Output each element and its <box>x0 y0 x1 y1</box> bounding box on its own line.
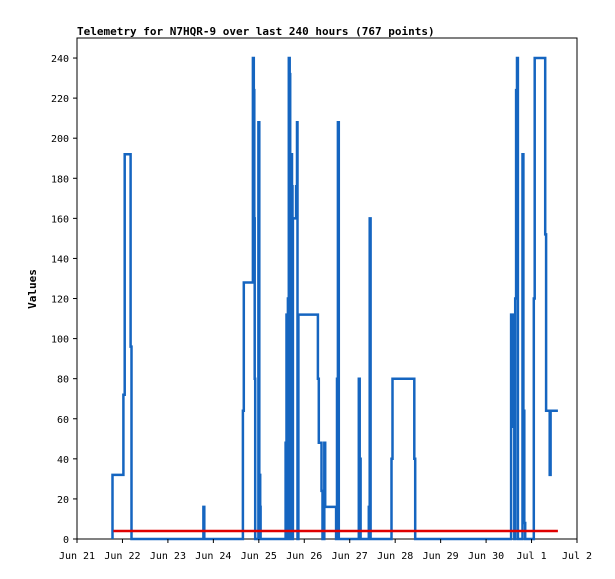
y-tick-label: 120 <box>51 295 69 306</box>
x-tick-label: Jun 26 <box>286 551 322 562</box>
x-tick-label: Jun 28 <box>377 551 413 562</box>
y-tick-label: 140 <box>51 254 69 265</box>
series-line-1 <box>111 56 558 541</box>
series-layer <box>111 56 558 541</box>
x-tick-label: Jun 24 <box>195 551 231 562</box>
x-tick-label: Jul 1 <box>516 551 546 562</box>
x-tick-label: Jul 2 <box>562 551 592 562</box>
x-tick-label: Jun 29 <box>423 551 459 562</box>
x-tick-label: Jun 27 <box>332 551 368 562</box>
x-tick-label: Jun 21 <box>59 551 95 562</box>
x-tick-label: Jun 23 <box>150 551 186 562</box>
y-tick-label: 100 <box>51 335 69 346</box>
y-tick-label: 0 <box>63 535 69 546</box>
y-axis-title: Values <box>26 269 39 309</box>
y-tick-label: 80 <box>57 375 69 386</box>
y-tick-label: 20 <box>57 495 69 506</box>
x-tick-label: Jun 22 <box>104 551 140 562</box>
plot-border <box>76 37 578 540</box>
x-axis: Jun 21 Jun 22 Jun 23 Jun 24 Jun 25 Jun 26 Jun … <box>59 539 592 562</box>
y-tick-label: 200 <box>51 134 69 145</box>
y-tick-label: 40 <box>57 455 69 466</box>
y-tick-label: 60 <box>57 415 69 426</box>
y-tick-label: 160 <box>51 214 69 225</box>
y-tick-label: 240 <box>51 54 69 65</box>
x-tick-label: Jun 25 <box>241 551 277 562</box>
y-axis: 0 20 40 60 80 100 120 140 160 180 200 220 240 <box>51 54 77 546</box>
y-tick-label: 220 <box>51 94 69 105</box>
x-tick-label: Jun 30 <box>468 551 504 562</box>
chart-title: Telemetry for N7HQR-9 over last 240 hour… <box>77 25 435 38</box>
plot-area <box>76 37 578 540</box>
y-tick-label: 180 <box>51 174 69 185</box>
